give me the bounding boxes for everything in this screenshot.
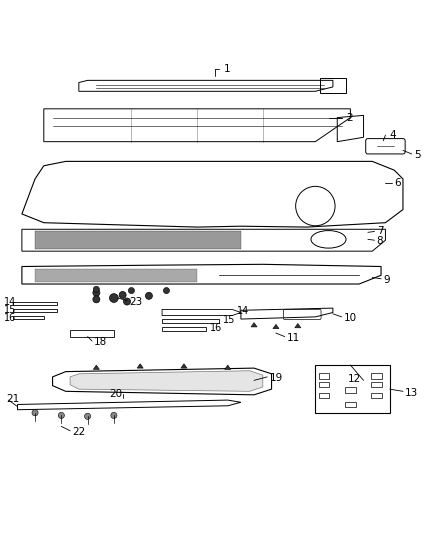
Polygon shape bbox=[273, 324, 279, 329]
Polygon shape bbox=[35, 269, 197, 282]
Polygon shape bbox=[137, 364, 143, 368]
Text: 5: 5 bbox=[414, 150, 420, 160]
Bar bbox=[371, 393, 382, 398]
Text: 1: 1 bbox=[223, 64, 230, 75]
Text: 4: 4 bbox=[390, 130, 396, 140]
Circle shape bbox=[124, 298, 131, 305]
Polygon shape bbox=[225, 365, 231, 369]
Text: 14: 14 bbox=[4, 297, 17, 308]
Text: 21: 21 bbox=[7, 394, 20, 404]
Circle shape bbox=[119, 292, 126, 298]
Polygon shape bbox=[35, 231, 241, 249]
Text: 22: 22 bbox=[72, 426, 85, 437]
Polygon shape bbox=[295, 324, 301, 328]
Bar bbox=[319, 382, 329, 387]
Bar bbox=[345, 402, 356, 407]
Text: 7: 7 bbox=[377, 227, 383, 237]
Text: 20: 20 bbox=[110, 390, 123, 399]
Bar bbox=[371, 382, 382, 387]
Text: 23: 23 bbox=[129, 296, 142, 306]
Bar bbox=[319, 374, 329, 378]
Text: 15: 15 bbox=[4, 305, 17, 316]
Circle shape bbox=[93, 296, 100, 303]
Circle shape bbox=[93, 286, 99, 292]
Circle shape bbox=[32, 410, 38, 416]
Text: 10: 10 bbox=[344, 313, 357, 323]
Circle shape bbox=[110, 294, 118, 302]
Circle shape bbox=[145, 292, 152, 300]
Polygon shape bbox=[251, 322, 257, 327]
Text: 6: 6 bbox=[394, 178, 401, 188]
Circle shape bbox=[58, 413, 64, 418]
Bar bbox=[371, 374, 382, 378]
Bar bbox=[345, 387, 356, 393]
Text: 8: 8 bbox=[377, 236, 383, 246]
Text: 16: 16 bbox=[210, 323, 223, 333]
Circle shape bbox=[111, 413, 117, 418]
Text: 19: 19 bbox=[269, 373, 283, 383]
Text: 2: 2 bbox=[346, 112, 353, 123]
Text: 11: 11 bbox=[287, 333, 300, 343]
Text: 12: 12 bbox=[348, 374, 361, 384]
Polygon shape bbox=[70, 371, 263, 391]
Text: 18: 18 bbox=[94, 337, 107, 347]
Circle shape bbox=[128, 287, 134, 294]
Text: 9: 9 bbox=[383, 274, 390, 285]
Text: 13: 13 bbox=[405, 387, 418, 398]
Polygon shape bbox=[93, 365, 99, 369]
Text: 14: 14 bbox=[237, 306, 249, 316]
Circle shape bbox=[163, 287, 170, 294]
Bar bbox=[319, 393, 329, 398]
Text: 16: 16 bbox=[4, 313, 17, 323]
Circle shape bbox=[85, 413, 91, 419]
Circle shape bbox=[93, 289, 100, 296]
Text: 15: 15 bbox=[223, 316, 236, 325]
Polygon shape bbox=[181, 364, 187, 368]
